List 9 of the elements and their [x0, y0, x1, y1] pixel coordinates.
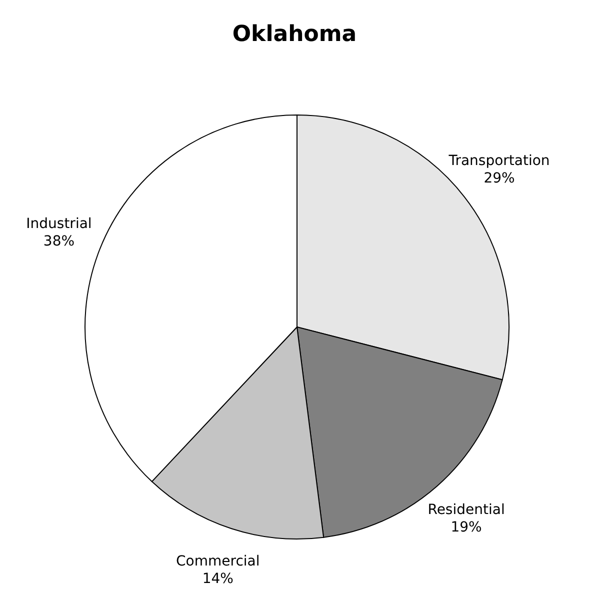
data-label: 14% — [202, 571, 234, 588]
data-label: 29% — [484, 170, 515, 187]
chart-title: Oklahoma — [231, 22, 358, 47]
slice-label: Industrial — [26, 216, 92, 232]
slice-label: Transportation — [448, 153, 550, 170]
data-label: 19% — [450, 520, 482, 536]
slice-label: Residential — [428, 502, 505, 518]
data-label: 38% — [43, 233, 75, 250]
slice-label: Commercial — [176, 554, 260, 570]
